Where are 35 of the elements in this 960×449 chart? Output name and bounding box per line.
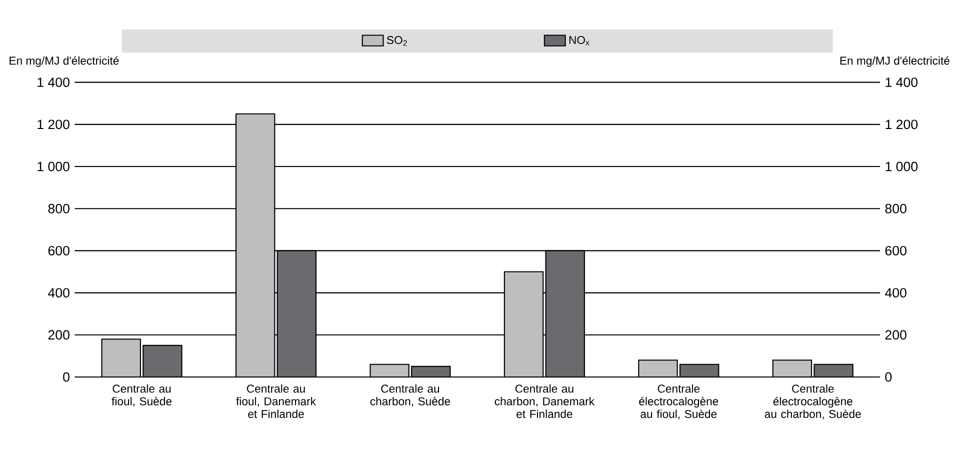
legend-label: SO$_{2}$	[386, 36, 407, 46]
x-tick-label: Centrale au charbon, Danemark et Finlande	[494, 384, 595, 418]
x-tick-label: Centrale électrocalogène au charbon, Suède	[764, 384, 861, 420]
x-tick-label: Centrale au fioul, Suède	[112, 384, 172, 407]
x-tick-label: Centrale au fioul, Danemark et Finlande	[236, 384, 316, 418]
y2-tick-label: 200	[885, 330, 906, 340]
y-tick-label: 1 000	[38, 162, 70, 172]
x-tick-label: Centrale au charbon, Suède	[370, 384, 450, 407]
bar	[638, 360, 678, 377]
bar	[545, 250, 585, 377]
y-axis-title: En mg/MJ d'électricité	[10, 56, 119, 67]
y2-axis-title: En mg/MJ d'électricité	[840, 56, 950, 67]
y-tick-label: 800	[48, 204, 70, 214]
y-tick-label: 200	[48, 330, 70, 340]
bar	[235, 113, 276, 377]
bar	[101, 338, 141, 377]
y2-tick-label: 1 400	[886, 78, 918, 88]
y2-tick-label: 1 000	[886, 162, 918, 172]
bar	[142, 344, 182, 377]
y2-tick-label: 800	[885, 204, 906, 214]
bar	[814, 364, 854, 377]
x-tick-label: Centrale électrocalogène au fioul, Suède	[639, 384, 718, 420]
y-tick-label: 600	[48, 246, 70, 256]
y2-tick-label: 400	[885, 288, 906, 298]
y-tick-label: 0	[63, 372, 70, 382]
y2-tick-label: 600	[885, 246, 906, 256]
y2-tick-label: 0	[885, 372, 892, 382]
y-tick-label: 1 200	[38, 120, 70, 130]
bar	[772, 360, 812, 377]
y2-tick-label: 1 200	[886, 120, 918, 130]
y-tick-label: 1 400	[38, 78, 70, 88]
y-tick-label: 400	[48, 288, 70, 298]
legend-label: NO$_{x}$	[569, 36, 590, 46]
bar	[276, 250, 317, 377]
bar	[504, 271, 544, 377]
